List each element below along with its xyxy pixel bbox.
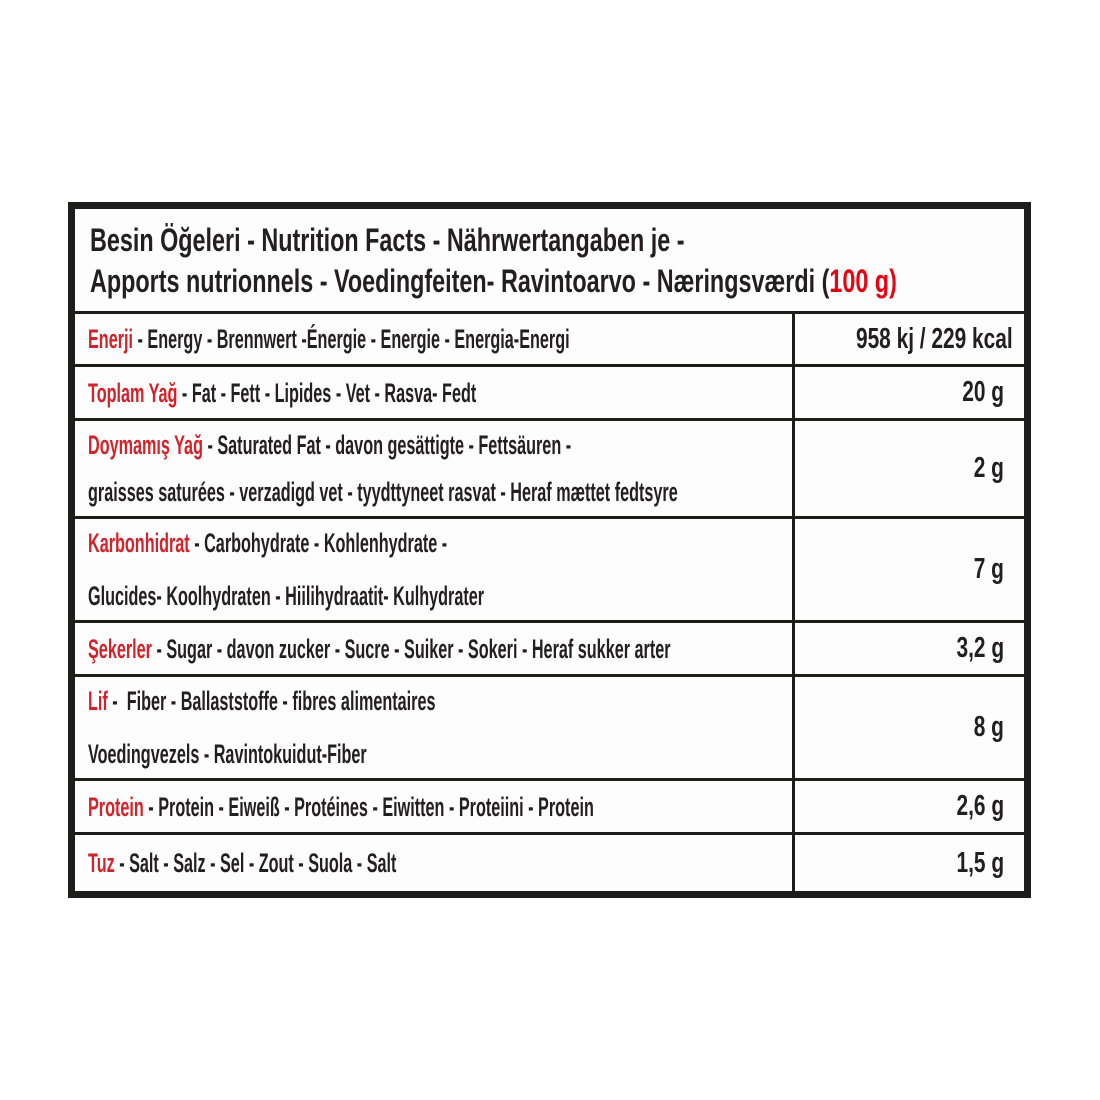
nutrient-term: Tuz — [88, 848, 115, 878]
row-sugar: Şekerler - Sugar - davon zucker - Sucre … — [75, 620, 1024, 674]
nutrient-term: Protein — [88, 791, 144, 822]
nutrient-translations-line2: Voedingvezels - Ravintokuidut-Fiber — [88, 739, 367, 769]
nutrient-value: 8 g — [973, 711, 1004, 743]
label-header: Besin Öğeleri - Nutrition Facts - Nährwe… — [75, 209, 1024, 311]
nutrient-value-cell: 1,5 g — [795, 835, 1024, 891]
nutrient-translations: - Energy - Brennwert -Énergie - Energie … — [133, 324, 570, 354]
nutrient-name-cell: Protein - Protein - Eiweiß - Protéines -… — [75, 781, 795, 832]
row-protein: Protein - Protein - Eiweiß - Protéines -… — [75, 778, 1024, 832]
nutrient-value: 7 g — [973, 553, 1004, 585]
nutrient-value-cell: 8 g — [795, 677, 1024, 778]
nutrient-value: 2 g — [973, 452, 1004, 484]
nutrient-value-cell: 20 g — [795, 367, 1024, 418]
nutrient-translations-line2: Glucides- Koolhydraten - Hiilihydraatit-… — [88, 581, 485, 611]
header-title-text: Besin Öğeleri - Nutrition Facts - Nährwe… — [90, 221, 685, 258]
row-energy: Enerji - Energy - Brennwert -Énergie - E… — [75, 311, 1024, 364]
nutrient-translations: - Fiber - Ballaststoffe - fibres aliment… — [107, 686, 436, 716]
row-fiber: Lif - Fiber - Ballaststoffe - fibres ali… — [75, 674, 1024, 778]
nutrient-term: Toplam Yağ — [88, 377, 178, 408]
nutrient-value-cell: 3,2 g — [795, 623, 1024, 674]
nutrient-value-cell: 2,6 g — [795, 781, 1024, 832]
row-salt: Tuz - Salt - Salz - Sel - Zout - Suola -… — [75, 832, 1024, 891]
nutrition-label: Besin Öğeleri - Nutrition Facts - Nährwe… — [68, 202, 1031, 898]
header-line-2: Apports nutrionnels - Voedingfeiten- Rav… — [90, 262, 1024, 300]
nutrient-value: 958 kj / 229 kcal — [855, 322, 1013, 355]
nutrient-name-cell: Şekerler - Sugar - davon zucker - Sucre … — [75, 623, 795, 674]
row-fat: Toplam Yağ - Fat - Fett - Lipides - Vet … — [75, 364, 1024, 418]
row-saturated-fat: Doymamış Yağ - Saturated Fat - davon ges… — [75, 418, 1024, 516]
nutrient-translations: - Salt - Salz - Sel - Zout - Suola - Sal… — [114, 848, 397, 878]
nutrient-value: 20 g — [962, 376, 1004, 408]
nutrient-term: Lif — [88, 686, 108, 716]
nutrient-translations: - Fat - Fett - Lipides - Vet - Rasva- Fe… — [177, 377, 477, 408]
nutrient-name-cell: Enerji - Energy - Brennwert -Énergie - E… — [75, 314, 795, 364]
nutrient-translations: - Carbohydrate - Kohlenhydrate - — [189, 528, 448, 558]
nutrient-value: 3,2 g — [956, 632, 1004, 664]
header-line-1: Besin Öğeleri - Nutrition Facts - Nährwe… — [90, 221, 1024, 259]
nutrient-name-cell: Toplam Yağ - Fat - Fett - Lipides - Vet … — [75, 367, 795, 418]
nutrient-translations-line2: graisses saturées - verzadigd vet - tyyd… — [88, 477, 678, 507]
nutrient-name-cell: Tuz - Salt - Salz - Sel - Zout - Suola -… — [75, 835, 795, 891]
nutrient-name-cell: Lif - Fiber - Ballaststoffe - fibres ali… — [75, 677, 795, 778]
nutrient-term: Karbonhidrat — [88, 528, 190, 558]
nutrient-value: 2,6 g — [956, 790, 1004, 822]
nutrient-value-cell: 2 g — [795, 421, 1024, 516]
nutrient-name-cell: Doymamış Yağ - Saturated Fat - davon ges… — [75, 421, 795, 516]
nutrient-translations: - Saturated Fat - davon gesättigte - Fet… — [202, 430, 572, 460]
nutrient-value: 1,5 g — [956, 846, 1004, 879]
nutrient-term: Enerji — [88, 324, 134, 354]
nutrient-value-cell: 7 g — [795, 519, 1024, 620]
nutrient-value-cell: 958 kj / 229 kcal — [795, 314, 1033, 364]
serving-size: 100 g) — [829, 262, 897, 299]
nutrient-translations: - Sugar - davon zucker - Sucre - Suiker … — [151, 633, 671, 664]
nutrient-translations: - Protein - Eiweiß - Protéines - Eiwitte… — [143, 791, 594, 822]
nutrient-name-cell: Karbonhidrat - Carbohydrate - Kohlenhydr… — [75, 519, 795, 620]
row-carbohydrate: Karbonhidrat - Carbohydrate - Kohlenhydr… — [75, 516, 1024, 620]
nutrient-term: Doymamış Yağ — [88, 430, 203, 460]
header-subtitle-text: Apports nutrionnels - Voedingfeiten- Rav… — [90, 262, 830, 299]
nutrient-term: Şekerler — [88, 633, 152, 664]
